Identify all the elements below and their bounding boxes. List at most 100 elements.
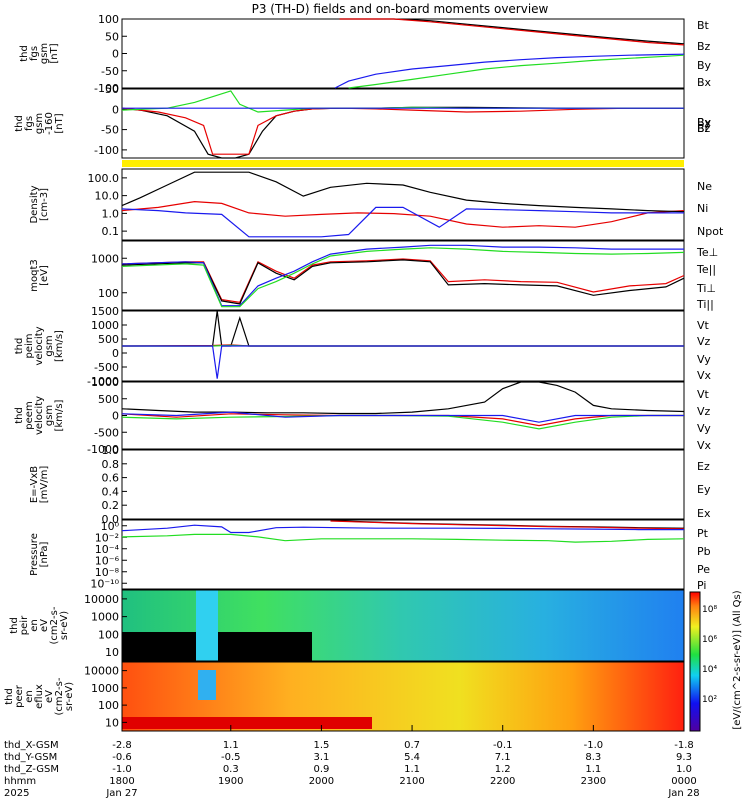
y-axis-label: thd fgs gsm -160 [nT] bbox=[14, 112, 65, 135]
colorbar-tick: 10⁸ bbox=[702, 605, 717, 615]
y-axis-label-line: en bbox=[29, 619, 40, 632]
x-tick-label: 1.2 bbox=[495, 764, 511, 775]
y-tick-label: 10 bbox=[105, 646, 119, 659]
y-tick-label: 10⁻¹⁰ bbox=[90, 577, 119, 590]
y-tick-label: -1000 bbox=[87, 443, 119, 456]
y-axis-label-line: [nT] bbox=[54, 113, 65, 133]
plot-title: P3 (TH-D) fields and on-board moments ov… bbox=[252, 2, 549, 16]
x-tick-label: 1800 bbox=[109, 776, 134, 787]
series-Bt bbox=[339, 18, 685, 45]
y-tick-label: 100 bbox=[98, 13, 119, 26]
x-tick-label: 1900 bbox=[218, 776, 243, 787]
panel-frame bbox=[121, 661, 685, 732]
x-tick-label: -1.0 bbox=[112, 764, 132, 775]
y-tick-label: 1000 bbox=[91, 376, 119, 389]
y-axis-label-line: fgs bbox=[24, 116, 35, 131]
panel-4: 1000 100 moqt3 [eV] Te⊥ Te|| Ti⊥ Ti|| bbox=[29, 240, 718, 311]
y-tick-label: -500 bbox=[94, 361, 119, 374]
series-Pe bbox=[121, 533, 685, 543]
y-axis-label-line: Pressure bbox=[29, 533, 40, 576]
legend-Bx: Bx bbox=[697, 76, 712, 89]
y-tick-label: 0.2 bbox=[102, 499, 120, 512]
legend-Vy: Vy bbox=[697, 422, 711, 435]
x-tick-label: 9.3 bbox=[676, 752, 692, 763]
y-axis-label-line: peim bbox=[24, 333, 35, 358]
series-Vt bbox=[122, 310, 684, 347]
y-axis-label-line: gsm bbox=[39, 43, 50, 64]
legend-Bz: Bz bbox=[697, 40, 711, 53]
x-tick-label: 2200 bbox=[490, 776, 515, 787]
y-axis-label: thd peem velocity gsm [km/s] bbox=[14, 396, 65, 435]
y-tick-label: 0.0 bbox=[102, 513, 120, 526]
y-tick-label: 0 bbox=[112, 347, 119, 360]
y-tick-label: 10⁰ bbox=[101, 520, 120, 533]
y-axis-label-line: thd bbox=[14, 407, 25, 424]
panel-frame bbox=[121, 589, 685, 662]
y-tick-label: 1500 bbox=[91, 305, 119, 318]
y-axis-label-line: peem bbox=[24, 401, 35, 429]
x-tick-label: -0.5 bbox=[221, 752, 241, 763]
y-tick-label: 100 bbox=[98, 699, 119, 712]
y-tick-label: -50 bbox=[101, 124, 119, 137]
y-tick-label: -100 bbox=[94, 82, 119, 95]
series-Vt bbox=[121, 381, 685, 415]
y-tick-label: 50 bbox=[105, 83, 119, 96]
series-Ti|| bbox=[121, 247, 685, 308]
legend-Vz: Vz bbox=[697, 405, 711, 418]
y-axis-label-line: eV bbox=[39, 619, 50, 632]
sheath-band bbox=[198, 670, 216, 700]
x-row-label: thd_Z-GSM bbox=[4, 764, 59, 775]
series-Pi bbox=[121, 524, 684, 534]
y-axis-label-line: [km/s] bbox=[54, 399, 65, 431]
y-tick-label: 10 bbox=[105, 716, 119, 729]
y-tick-label: 0 bbox=[112, 410, 119, 423]
y-tick-label: 1.0 bbox=[102, 444, 120, 457]
legend-Pi: Pi bbox=[697, 579, 706, 592]
y-axis-label-line: thd bbox=[4, 688, 15, 705]
y-axis-label-line: -160 bbox=[44, 112, 55, 135]
legend-Bx: Bx bbox=[697, 116, 712, 129]
colorbar-tick: 10² bbox=[702, 695, 717, 705]
panel-6: 1000 500 0 -500 -1000 thd peem velocity gsm [km/s… bbox=[14, 376, 712, 456]
x-tick-label: 0.9 bbox=[313, 764, 329, 775]
series-By bbox=[348, 54, 685, 89]
y-axis-label-line: sr-eV) bbox=[59, 611, 70, 640]
y-axis-label-line: gsm bbox=[44, 335, 55, 356]
panel-frame bbox=[121, 18, 685, 89]
y-axis-label-line: fgs bbox=[29, 46, 40, 61]
legend-Npot: Npot bbox=[697, 225, 724, 238]
x-tick-label: 1.0 bbox=[676, 764, 692, 775]
y-axis-label-line: moqt3 bbox=[29, 259, 40, 292]
legend-Vx: Vx bbox=[697, 439, 712, 452]
x-tick-label: 0.7 bbox=[404, 740, 420, 751]
y-tick-label: -100 bbox=[94, 144, 119, 157]
legend-Pt: Pt bbox=[697, 527, 709, 540]
y-tick-label: 1.0 bbox=[102, 207, 120, 220]
y-axis-label-line: eV bbox=[44, 690, 55, 703]
panel-frame bbox=[121, 168, 685, 241]
y-tick-label: 0 bbox=[112, 48, 119, 61]
panel-1: 100 50 0 -50 -100 thd fgs gsm [nT] Bt Bz By Bx bbox=[19, 13, 712, 95]
y-axis-label-line: E=-VxB bbox=[29, 466, 40, 503]
legend-Ti⊥: Ti⊥ bbox=[696, 282, 716, 295]
legend-Ne: Ne bbox=[697, 180, 712, 193]
panel-7: 1.00.80.60.40.20.0 E=-VxB [mV/m] Ez Ey Ex bbox=[29, 444, 711, 526]
x-tick-label: 7.1 bbox=[495, 752, 511, 763]
y-axis-label-line: [mV/m] bbox=[39, 466, 50, 504]
y-axis-label-line: thd bbox=[19, 45, 30, 62]
legend-Vy: Vy bbox=[697, 353, 711, 366]
y-axis-label-line: [nT] bbox=[49, 43, 60, 63]
y-axis-label-line: (cm2-s- bbox=[54, 677, 65, 715]
y-tick-label: 0.8 bbox=[102, 458, 120, 471]
y-tick-label: 50 bbox=[105, 30, 119, 43]
y-axis-label: E=-VxB [mV/m] bbox=[29, 466, 50, 504]
y-tick-label: 100 bbox=[98, 628, 119, 641]
y-axis-label-line: velocity bbox=[34, 396, 45, 435]
colorbar-bar bbox=[689, 591, 701, 732]
x-tick-label: 2100 bbox=[399, 776, 424, 787]
legend-By: By bbox=[697, 59, 712, 72]
series-Vx bbox=[121, 411, 684, 423]
panel-frame bbox=[121, 240, 685, 311]
y-tick-label: 0.6 bbox=[102, 472, 120, 485]
y-axis-label-line: [cm-3] bbox=[39, 188, 50, 221]
